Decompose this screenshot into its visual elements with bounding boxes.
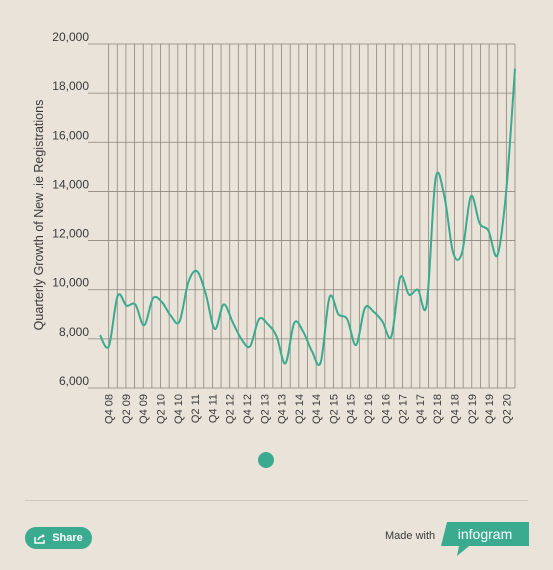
- y-tick-label: 18,000: [52, 79, 89, 93]
- x-tick-label: Q2 13: [259, 394, 271, 424]
- y-tick-label: 16,000: [52, 128, 89, 142]
- x-tick-label: Q4 16: [380, 394, 392, 424]
- y-axis-label: Quarterly Growth of New .ie Registration…: [32, 100, 46, 331]
- footer-divider: [25, 500, 528, 501]
- x-tick-label: Q2 18: [432, 394, 444, 424]
- infogram-logo-link[interactable]: infogram: [441, 522, 529, 556]
- x-tick-label: Q2 09: [121, 394, 133, 424]
- infogram-logo-text: infogram: [457, 526, 513, 542]
- chart-pagination-dot[interactable]: [258, 452, 274, 468]
- x-tick-label: Q2 12: [225, 394, 237, 424]
- x-tick-label: Q4 09: [138, 394, 150, 424]
- y-tick-label: 14,000: [52, 177, 89, 191]
- x-tick-label: Q4 15: [346, 394, 358, 424]
- x-tick-label: Q2 19: [467, 394, 479, 424]
- x-tick-label: Q4 14: [311, 394, 323, 424]
- share-icon: [34, 533, 46, 544]
- share-button[interactable]: Share: [25, 527, 92, 549]
- line-chart: 6,000 8,000 10,000 12,000 14,000 16,000 18,000…: [32, 30, 516, 424]
- x-tick-label: Q4 12: [242, 394, 254, 424]
- y-tick-label: 20,000: [52, 30, 89, 44]
- x-tick-label: Q4 19: [484, 394, 496, 424]
- x-tick-label: Q4 08: [104, 394, 116, 424]
- x-tick-label: Q2 15: [328, 394, 340, 424]
- x-axis: Q4 08 Q2 09 Q4 09 Q2 10 Q4 10 Q2 11 Q4 11 Q2 12…: [104, 394, 514, 424]
- y-axis: 6,000 8,000 10,000 12,000 14,000 16,000 18,000…: [52, 30, 89, 388]
- x-tick-label: Q2 16: [363, 394, 375, 424]
- y-tick-label: 8,000: [59, 325, 89, 339]
- x-tick-label: Q4 18: [449, 394, 461, 424]
- chart-grid: [88, 43, 516, 389]
- made-with-text: Made with: [385, 530, 436, 542]
- x-tick-label: Q2 20: [501, 394, 513, 424]
- x-tick-label: Q2 17: [398, 394, 410, 424]
- share-label: Share: [52, 532, 83, 544]
- x-tick-label: Q2 10: [156, 394, 168, 424]
- x-tick-label: Q4 11: [207, 394, 219, 423]
- x-tick-label: Q4 10: [173, 394, 185, 424]
- y-tick-label: 12,000: [52, 227, 89, 241]
- x-tick-label: Q4 17: [415, 394, 427, 424]
- x-tick-label: Q2 11: [190, 394, 202, 423]
- x-tick-label: Q2 14: [294, 394, 306, 424]
- infogram-logo-icon: [441, 522, 529, 556]
- y-tick-label: 6,000: [59, 374, 89, 388]
- series-layer: [99, 68, 516, 366]
- y-tick-label: 10,000: [52, 276, 89, 290]
- x-tick-label: Q4 13: [277, 394, 289, 424]
